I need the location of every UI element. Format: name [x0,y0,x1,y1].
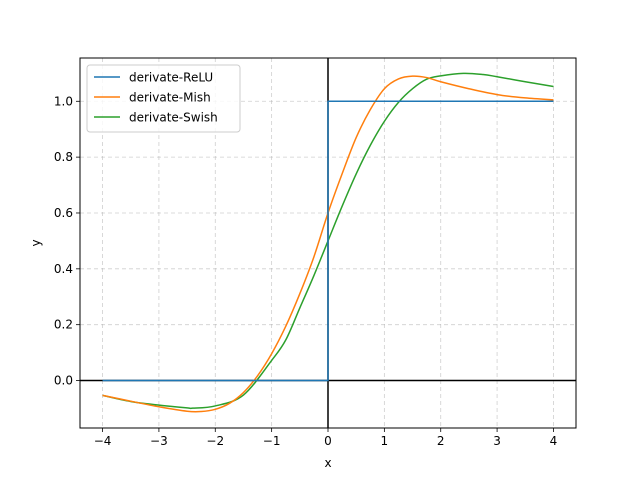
series-group [102,72,554,413]
y-tick-label: 0.2 [54,318,73,332]
y-tick-label: 0.6 [54,206,73,220]
legend-label-derivate-relu: derivate-ReLU [129,71,213,85]
derivate-swish-line [102,72,554,410]
x-axis-ticks: −4 −3 −2 −1 0 1 2 3 4 [94,428,558,448]
y-tick-label: 0.0 [54,374,73,388]
legend: derivate-ReLU derivate-Mish derivate-Swish [86,64,241,133]
x-tick-label: −1 [263,434,281,448]
x-tick-label: 3 [493,434,501,448]
y-tick-label: 1.0 [54,94,73,108]
x-tick-label: 1 [381,434,389,448]
x-tick-label: −4 [94,434,112,448]
x-tick-label: 2 [437,434,445,448]
legend-label-derivate-swish: derivate-Swish [129,111,218,125]
x-axis-label: x [324,456,331,470]
derivate-relu-line [102,100,554,382]
y-axis-ticks: 0.0 0.2 0.4 0.6 0.8 1.0 [54,94,80,388]
derivate-mish-line [102,75,554,413]
y-axis-label: y [29,239,43,246]
x-tick-label: 4 [550,434,558,448]
x-tick-label: 0 [324,434,332,448]
y-tick-label: 0.4 [54,262,73,276]
legend-box [86,64,241,133]
legend-label-derivate-mish: derivate-Mish [129,91,211,105]
y-tick-label: 0.8 [54,150,73,164]
x-tick-label: −3 [150,434,168,448]
x-tick-label: −2 [206,434,224,448]
